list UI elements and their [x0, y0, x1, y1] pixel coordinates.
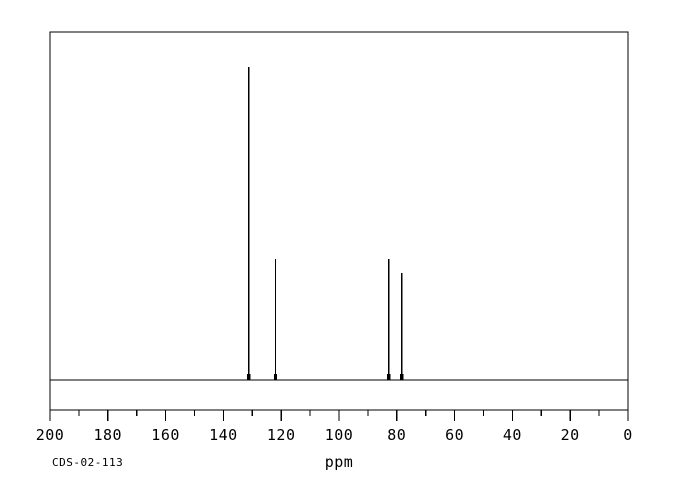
axis-tick-label: 100 — [325, 426, 354, 444]
axis-tick-label: 40 — [503, 426, 522, 444]
axis-tick-label: 80 — [387, 426, 406, 444]
axis-tick-label: 200 — [36, 426, 65, 444]
sample-code-label: CDS-02-113 — [52, 456, 123, 469]
axis-tick-label: 60 — [445, 426, 464, 444]
axis-tick-label: 120 — [267, 426, 296, 444]
axis-tick-label: 160 — [151, 426, 180, 444]
axis-tick-label: 180 — [94, 426, 123, 444]
axis-ticks — [49, 410, 629, 421]
axis-tick-label: 140 — [209, 426, 238, 444]
spectrum-peaks — [247, 67, 404, 380]
axis-tick-labels: 200 180 160 140 120 100 80 60 40 20 0 — [36, 426, 633, 444]
axis-tick-label: 20 — [561, 426, 580, 444]
axis-title-ppm: ppm — [325, 453, 354, 471]
axis-tick-label: 0 — [623, 426, 633, 444]
plot-frame — [49, 31, 629, 411]
